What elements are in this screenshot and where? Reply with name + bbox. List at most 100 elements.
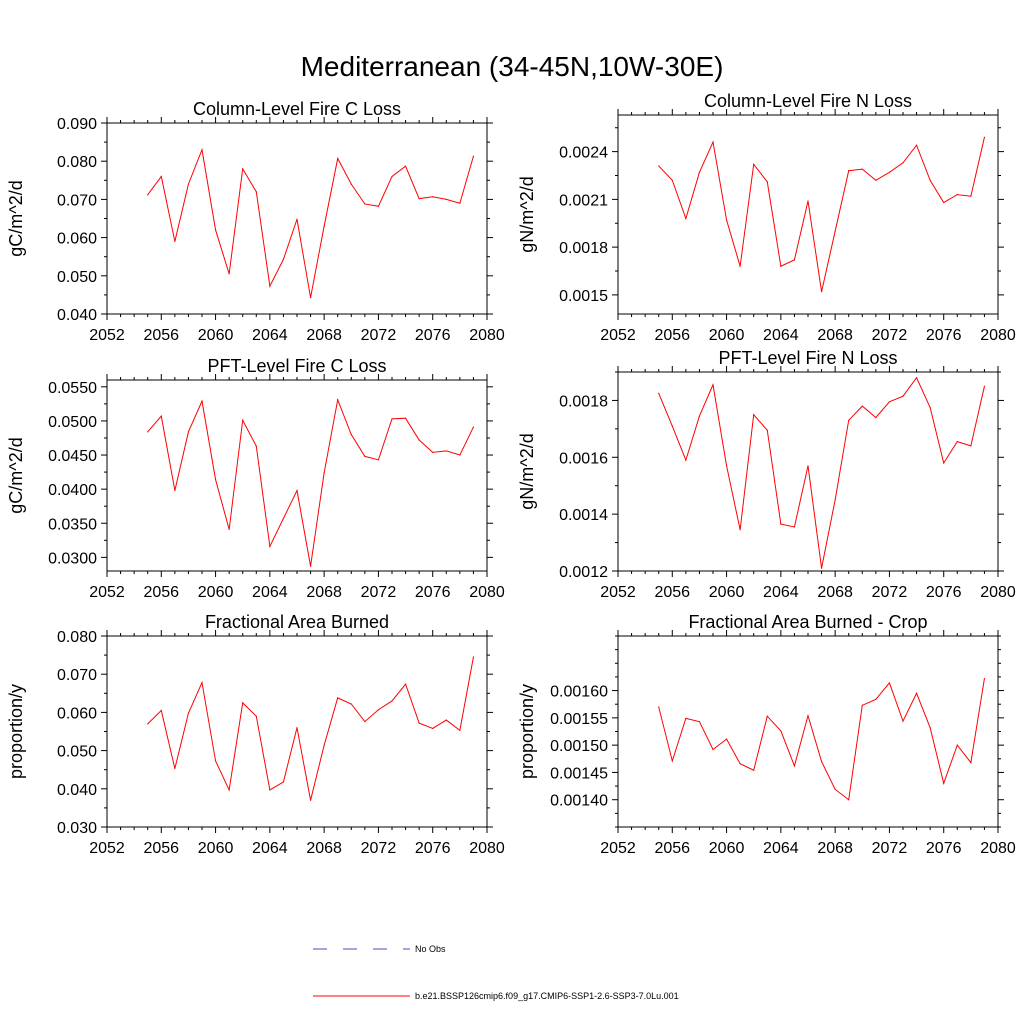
data-point	[201, 149, 203, 151]
data-point	[445, 719, 447, 721]
data-point	[296, 727, 298, 729]
data-point	[685, 717, 687, 720]
data-point	[685, 459, 687, 461]
x-tick-label: 2072	[872, 840, 908, 857]
data-point	[753, 414, 755, 416]
y-tick-label: 0.070	[57, 667, 97, 684]
chart-panel-3: PFT-Level Fire C Loss 2052 2056 2060 2064 206…	[6, 356, 505, 601]
data-point	[228, 528, 230, 530]
data-point	[432, 727, 434, 730]
x-tick-label: 2052	[89, 840, 125, 857]
data-point	[147, 723, 149, 725]
y-axis-label: gC/m^2/d	[6, 180, 26, 256]
series-line	[658, 376, 985, 569]
y-tick-label: 0.040	[57, 307, 97, 324]
x-tick-label: 2060	[198, 840, 234, 857]
plot-frame	[106, 122, 488, 315]
x-tick-label: 2064	[763, 584, 799, 601]
chart-panel-4: PFT-Level Fire N Loss 2052 2056 2060 2064 206…	[517, 348, 1016, 601]
data-point	[269, 285, 271, 287]
data-point	[309, 799, 312, 801]
data-point	[834, 788, 836, 790]
data-point	[970, 445, 972, 447]
data-point	[309, 565, 312, 567]
data-point	[459, 454, 461, 456]
data-point	[956, 194, 958, 196]
x-tick-label: 2076	[415, 840, 451, 857]
y-tick-label: 0.0021	[559, 192, 608, 209]
y-tick-label: 0.00155	[550, 711, 608, 728]
data-point	[472, 426, 475, 428]
data-point	[861, 405, 863, 407]
data-point	[418, 722, 420, 724]
data-point	[658, 392, 660, 394]
x-tick-label: 2072	[361, 327, 397, 344]
data-point	[147, 431, 149, 433]
data-point	[658, 165, 660, 167]
panel-title: PFT-Level Fire N Loss	[718, 348, 897, 368]
data-point	[187, 183, 190, 185]
data-point	[820, 567, 823, 569]
x-tick-label: 2060	[709, 327, 745, 344]
data-point	[820, 291, 823, 293]
data-point	[915, 377, 918, 379]
data-point	[174, 489, 176, 492]
y-tick-label: 0.040	[57, 782, 97, 799]
y-axis-label: gN/m^2/d	[517, 433, 537, 509]
data-point	[861, 704, 863, 706]
x-tick-label: 2060	[198, 584, 234, 601]
x-tick-label: 2072	[872, 584, 908, 601]
data-point	[323, 225, 325, 227]
data-point	[983, 677, 986, 680]
data-point	[242, 702, 244, 704]
data-point	[698, 171, 701, 173]
data-point	[712, 384, 714, 386]
y-tick-label: 0.060	[57, 705, 97, 722]
series-line	[147, 147, 474, 298]
x-tick-label: 2068	[817, 584, 853, 601]
data-point	[404, 683, 407, 685]
x-tick-label: 2052	[89, 327, 125, 344]
chart-panel-5: Fractional Area Burned 2052 2056 2060 2064 20…	[6, 612, 505, 857]
x-tick-label: 2052	[600, 327, 636, 344]
x-tick-label: 2052	[600, 840, 636, 857]
data-point	[983, 385, 986, 387]
x-tick-label: 2080	[469, 840, 505, 857]
data-point	[201, 682, 203, 684]
data-point	[201, 400, 203, 402]
plot-frame	[617, 635, 999, 828]
data-point	[282, 781, 285, 783]
data-point	[282, 517, 285, 520]
y-tick-label: 0.00140	[550, 793, 608, 810]
x-tick-label: 2056	[654, 840, 690, 857]
data-point	[337, 399, 339, 401]
data-point	[793, 259, 796, 261]
data-point	[377, 709, 380, 711]
data-point	[147, 194, 149, 196]
data-point	[739, 529, 741, 531]
data-point	[255, 715, 257, 717]
data-point	[712, 141, 714, 143]
y-tick-label: 0.0400	[48, 482, 97, 499]
x-tick-label: 2076	[926, 584, 962, 601]
data-point	[943, 201, 945, 204]
x-tick-label: 2080	[980, 840, 1016, 857]
data-point	[228, 789, 230, 791]
data-point	[228, 273, 230, 275]
panel-title: Fractional Area Burned	[205, 612, 389, 632]
data-point	[364, 720, 366, 723]
series-line	[658, 678, 985, 801]
y-tick-label: 0.080	[57, 629, 97, 646]
data-point	[943, 462, 945, 464]
x-tick-label: 2060	[198, 327, 234, 344]
data-point	[780, 523, 782, 525]
x-tick-label: 2076	[926, 840, 962, 857]
data-point	[875, 416, 877, 419]
x-tick-label: 2056	[654, 327, 690, 344]
chart-panel-6: Fractional Area Burned - Crop 2052 2056 206…	[517, 612, 1016, 857]
data-point	[753, 769, 755, 771]
data-point	[404, 417, 407, 419]
x-tick-label: 2064	[252, 840, 288, 857]
x-tick-label: 2080	[469, 327, 505, 344]
panel-title: Column-Level Fire N Loss	[704, 91, 912, 111]
